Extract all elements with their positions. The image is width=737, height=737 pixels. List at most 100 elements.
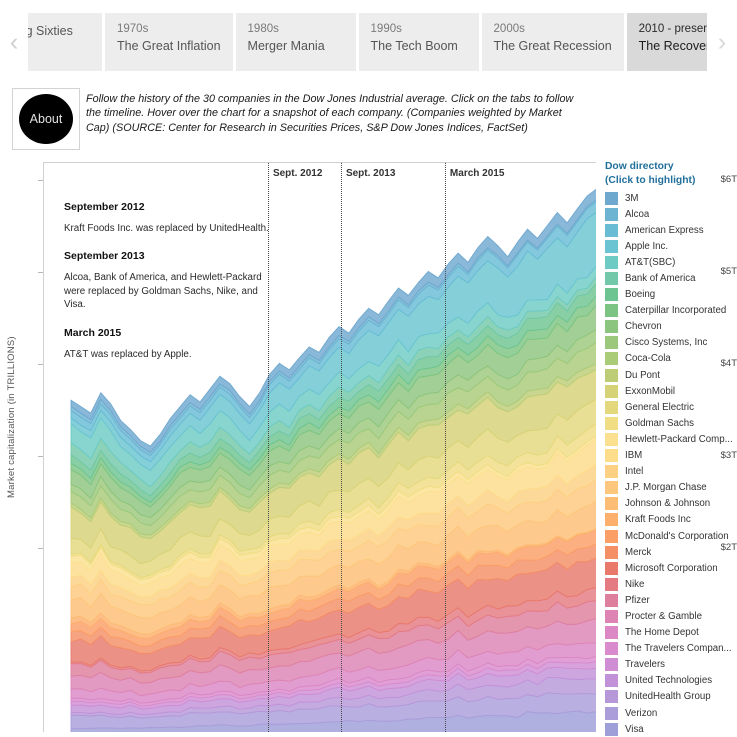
legend-swatch [605,706,618,720]
legend-item-7[interactable]: Caterpillar Incorporated [605,303,737,319]
legend-item-30[interactable]: United Technologies [605,673,737,689]
legend-item-4[interactable]: AT&T(SBC) [605,254,737,270]
legend-item-13[interactable]: General Electric [605,399,737,415]
tab-decade: 1980s [247,23,279,35]
legend-swatch [605,674,618,688]
legend-label: McDonald's Corporation [625,530,729,542]
legend-item-16[interactable]: IBM [605,448,737,464]
annotation-title-1: September 2013 [64,250,145,263]
legend-swatch [605,416,618,430]
about-bar: About Follow the history of the 30 compa… [0,88,737,150]
stacked-area-plot[interactable]: Sept. 2012 Sept. 2013 March 2015 September… [43,162,596,732]
legend-swatch [605,529,618,543]
legend-label: Du Pont [625,369,661,381]
legend-item-28[interactable]: The Travelers Compan... [605,641,737,657]
legend-label: Pfizer [625,594,650,606]
legend-item-22[interactable]: Merck [605,544,737,560]
prev-arrow-icon[interactable]: ‹ [9,27,19,56]
legend-swatch [605,432,618,446]
legend-label: UnitedHealth Group [625,691,711,703]
timeline-tab-4[interactable]: 2000s The Great Recession [481,13,624,71]
timeline-tab-3[interactable]: 1990s The Tech Boom [358,13,479,71]
legend-label: AT&T(SBC) [625,256,676,268]
legend-label: Caterpillar Incorporated [625,305,727,317]
y-axis-title: Market capitalization (in TRILLIONS) [6,336,17,498]
about-badge[interactable]: About [12,88,80,150]
legend-label: Travelers [625,659,666,671]
legend-item-19[interactable]: Johnson & Johnson [605,496,737,512]
legend-label: Chevron [625,321,662,333]
legend-label: Goldman Sachs [625,417,694,429]
legend-item-29[interactable]: Travelers [605,657,737,673]
timeline-tab-0[interactable]: nging Sixties [28,13,102,71]
y-tick-mark [38,272,44,274]
legend-swatch [605,577,618,591]
legend-item-25[interactable]: Pfizer [605,592,737,608]
legend-label: The Home Depot [625,627,699,639]
tab-decade: 1970s [117,23,149,35]
legend-item-10[interactable]: Coca-Cola [605,351,737,367]
area-chart-svg[interactable] [44,163,596,732]
legend-swatch [605,400,618,414]
legend-item-20[interactable]: Kraft Foods Inc [605,512,737,528]
legend-item-6[interactable]: Boeing [605,287,737,303]
legend-item-31[interactable]: UnitedHealth Group [605,689,737,705]
legend-label: J.P. Morgan Chase [625,482,707,494]
legend-item-23[interactable]: Microsoft Corporation [605,560,737,576]
event-line-label: March 2015 [449,168,505,179]
legend-swatch [605,320,618,334]
tab-decade: 2000s [493,23,525,35]
legend-item-17[interactable]: Intel [605,464,737,480]
y-tick-label: $4T [720,358,737,370]
legend-item-32[interactable]: Verizon [605,705,737,721]
timeline-tab-2[interactable]: 1980s Merger Mania [235,13,356,71]
legend-swatch [605,658,618,672]
legend-item-33[interactable]: Visa [605,721,737,737]
tab-era: The Tech Boom [370,39,458,53]
legend-swatch [605,449,618,463]
legend-item-3[interactable]: Apple Inc. [605,238,737,254]
legend-item-24[interactable]: Nike [605,576,737,592]
legend-swatch [605,722,618,736]
next-arrow-icon[interactable]: › [707,13,737,71]
y-tick-label: $2T [720,542,737,554]
legend-item-27[interactable]: The Home Depot [605,625,737,641]
legend-item-9[interactable]: Cisco Systems, Inc [605,335,737,351]
about-label: About [19,94,73,144]
legend-item-14[interactable]: Goldman Sachs [605,415,737,431]
legend-item-26[interactable]: Procter & Gamble [605,608,737,624]
legend-swatch [605,481,618,495]
legend-label: Intel [625,466,644,478]
legend-label: Microsoft Corporation [625,562,718,574]
legend-swatch [605,593,618,607]
legend-item-15[interactable]: Hewlett-Packard Comp... [605,431,737,447]
event-line-2 [444,163,446,732]
legend-item-12[interactable]: ExxonMobil [605,383,737,399]
legend-swatch [605,690,618,704]
legend-label: The Travelers Compan... [625,643,732,655]
legend-item-5[interactable]: Bank of America [605,270,737,286]
legend-item-21[interactable]: McDonald's Corporation [605,528,737,544]
area-band-0[interactable] [70,188,596,453]
legend-item-8[interactable]: Chevron [605,319,737,335]
annotation-body-2: AT&T was replaced by Apple. [64,348,192,360]
legend-item-0[interactable]: 3M [605,190,737,206]
legend-item-1[interactable]: Alcoa [605,206,737,222]
legend-title: Dow directory (Click to highlight) [605,160,737,187]
legend-item-11[interactable]: Du Pont [605,367,737,383]
tab-decade: 1990s [370,23,402,35]
legend-label: Cisco Systems, Inc [625,337,708,349]
legend-label: Visa [625,723,644,735]
legend-swatch [605,368,618,382]
timeline-tab-1[interactable]: 1970s The Great Inflation [105,13,233,71]
y-tick-mark [38,548,44,550]
legend-label: ExxonMobil [625,385,676,397]
legend-item-2[interactable]: American Express [605,222,737,238]
legend-swatch [605,272,618,286]
y-tick-mark [38,364,44,366]
legend-item-18[interactable]: J.P. Morgan Chase [605,480,737,496]
legend-label: United Technologies [625,675,713,687]
legend-swatch [605,609,618,623]
tab-era: The Great Recession [493,39,612,53]
legend-label: Hewlett-Packard Comp... [625,433,733,445]
